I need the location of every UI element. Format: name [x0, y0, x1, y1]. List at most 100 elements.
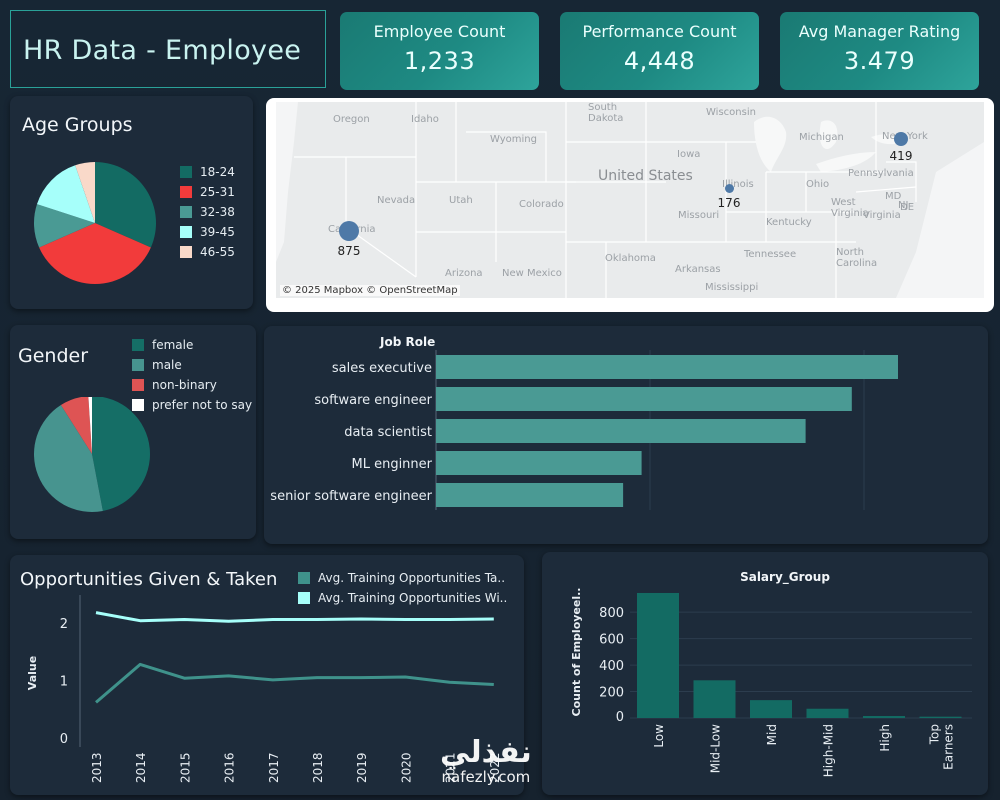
pie-slice-18-24[interactable] — [95, 162, 156, 248]
x-tick-label: 2020 — [399, 752, 413, 783]
job-role-bar-chart[interactable]: sales executive software engineer data sci… — [264, 326, 988, 544]
map-label-south-dakota: South Dakota — [588, 102, 624, 124]
salary-bar[interactable] — [863, 716, 905, 718]
x-tick-label: High — [878, 724, 892, 752]
pie-slice-female[interactable] — [92, 397, 150, 511]
y-tick-label: 1 — [60, 675, 68, 690]
gender-pie-chart[interactable] — [34, 397, 154, 517]
map-label-new-mexico: New Mexico — [502, 268, 562, 279]
opportunities-line-chart[interactable]: 2 1 0 Value 2013 2014 2015 2016 2017 2018 2019 2020… — [10, 555, 524, 795]
salary-panel: Salary_Group 800 600 400 200 0 Count of Employ… — [542, 552, 988, 795]
x-tick-label: 2022 — [488, 752, 502, 783]
job-role-label: senior software engineer — [270, 489, 432, 504]
job-role-bar[interactable] — [436, 483, 624, 507]
watermark-latin: nafezly.com — [441, 768, 531, 786]
job-role-label: data scientist — [344, 425, 432, 440]
legend-label: 32-38 — [200, 205, 235, 219]
legend-label: 39-45 — [200, 225, 235, 239]
map-label-colorado: Colorado — [519, 199, 564, 210]
legend-swatch — [132, 359, 144, 371]
y-tick-label: 0 — [60, 732, 68, 747]
map-label-md: MD — [885, 191, 902, 202]
age-groups-panel: Age Groups 18-24 25-31 32-38 39-45 46-55 — [10, 96, 253, 309]
map-label-tennessee: Tennessee — [744, 249, 797, 260]
map-label-wisconsin: Wisconsin — [706, 107, 756, 118]
x-tick-label: Mid — [765, 724, 779, 745]
salary-bar-chart[interactable]: Salary_Group 800 600 400 200 0 Count of Employ… — [542, 552, 988, 795]
age-pie-chart[interactable] — [30, 161, 160, 291]
job-role-bar[interactable] — [436, 451, 642, 475]
salary-bar[interactable] — [919, 716, 962, 718]
map-label-michigan: Michigan — [799, 132, 844, 143]
x-tick-label: 2014 — [134, 752, 148, 783]
pie-slice-32-38[interactable] — [34, 204, 95, 248]
salary-bar[interactable] — [750, 700, 792, 718]
kpi-value: 4,448 — [623, 47, 696, 75]
age-groups-title: Age Groups — [22, 114, 133, 136]
pie-slice-46-55[interactable] — [75, 162, 95, 223]
y-tick-label: 200 — [599, 686, 624, 701]
map-label-wyoming: Wyoming — [490, 134, 537, 145]
kpi-label: Avg Manager Rating — [798, 22, 961, 41]
job-role-header: Job Role — [380, 335, 436, 349]
map-marker[interactable] — [894, 132, 908, 146]
opportunities-panel: Opportunities Given & Taken Avg. Trainin… — [10, 555, 524, 795]
x-tick-label: High-Mid — [822, 724, 836, 777]
pie-slice-prefer-not-to-say[interactable] — [88, 397, 92, 454]
legend-label: prefer not to say — [152, 398, 253, 412]
pie-slice-39-45[interactable] — [36, 165, 95, 223]
map-label-nevada: Nevada — [377, 195, 416, 206]
watermark-arabic: نفذلي — [440, 735, 532, 770]
map-label-oklahoma: Oklahoma — [605, 253, 656, 264]
y-tick-label: 600 — [599, 633, 624, 648]
opportunities-title: Opportunities Given & Taken — [20, 569, 278, 590]
map-panel: Oregon Idaho Wyoming South Dakota Wisconsin M… — [266, 98, 994, 312]
map-marker[interactable] — [339, 221, 359, 241]
pie-slice-non-binary[interactable] — [60, 397, 92, 454]
y-axis-label: Value — [26, 656, 39, 690]
job-role-label: software engineer — [314, 393, 432, 408]
salary-bar[interactable] — [693, 680, 736, 718]
gender-title: Gender — [18, 345, 89, 367]
nafezly-watermark: نفذلي nafezly.com — [440, 735, 532, 787]
map-label-north-carolina: North Carolina — [836, 247, 878, 269]
series-line[interactable] — [95, 662, 494, 704]
legend-label: Avg. Training Opportunities Ta.. — [318, 571, 506, 585]
job-role-label: ML enginner — [351, 457, 432, 472]
map-attribution[interactable]: © 2025 Mapbox © OpenStreetMap — [280, 285, 460, 296]
kpi-avg-manager-rating[interactable]: Avg Manager Rating 3.479 — [780, 12, 979, 90]
map-label-missouri: Missouri — [678, 210, 720, 221]
pie-slice-25-31[interactable] — [39, 223, 151, 284]
legend-swatch — [180, 166, 192, 178]
legend-swatch — [132, 339, 144, 351]
legend-swatch — [298, 592, 310, 604]
salary-bar[interactable] — [637, 592, 679, 718]
map-marker-label: 875 — [337, 244, 361, 258]
x-tick-label: Mid-Low — [709, 724, 723, 773]
job-role-bar[interactable] — [436, 419, 806, 443]
map-label-de: DE — [900, 202, 915, 213]
map-label-kentucky: Kentucky — [766, 217, 812, 228]
map-marker-label: 176 — [717, 195, 741, 210]
job-role-bar[interactable] — [436, 387, 852, 411]
us-map[interactable]: Oregon Idaho Wyoming South Dakota Wisconsin M… — [276, 102, 984, 298]
job-role-bar[interactable] — [436, 355, 898, 379]
map-marker[interactable] — [724, 183, 734, 193]
dashboard-title-box: HR Data - Employee — [10, 10, 326, 88]
salary-bar[interactable] — [806, 708, 849, 718]
y-tick-label: 800 — [599, 606, 624, 621]
map-label-west-virginia: West Virginia — [831, 197, 869, 219]
kpi-label: Employee Count — [373, 22, 506, 41]
map-label-idaho: Idaho — [411, 114, 439, 125]
legend-swatch — [180, 206, 192, 218]
kpi-employee-count[interactable]: Employee Count 1,233 — [340, 12, 539, 90]
legend-swatch — [180, 186, 192, 198]
salary-title: Salary_Group — [740, 570, 830, 585]
series-line[interactable] — [95, 611, 494, 623]
x-tick-label: 2013 — [90, 752, 104, 783]
legend-label: Avg. Training Opportunities Wi.. — [318, 591, 508, 605]
pie-slice-male[interactable] — [34, 405, 103, 512]
map-label-illinois: Illinois — [722, 179, 754, 190]
x-tick-label: Low — [652, 724, 666, 748]
kpi-performance-count[interactable]: Performance Count 4,448 — [560, 12, 759, 90]
